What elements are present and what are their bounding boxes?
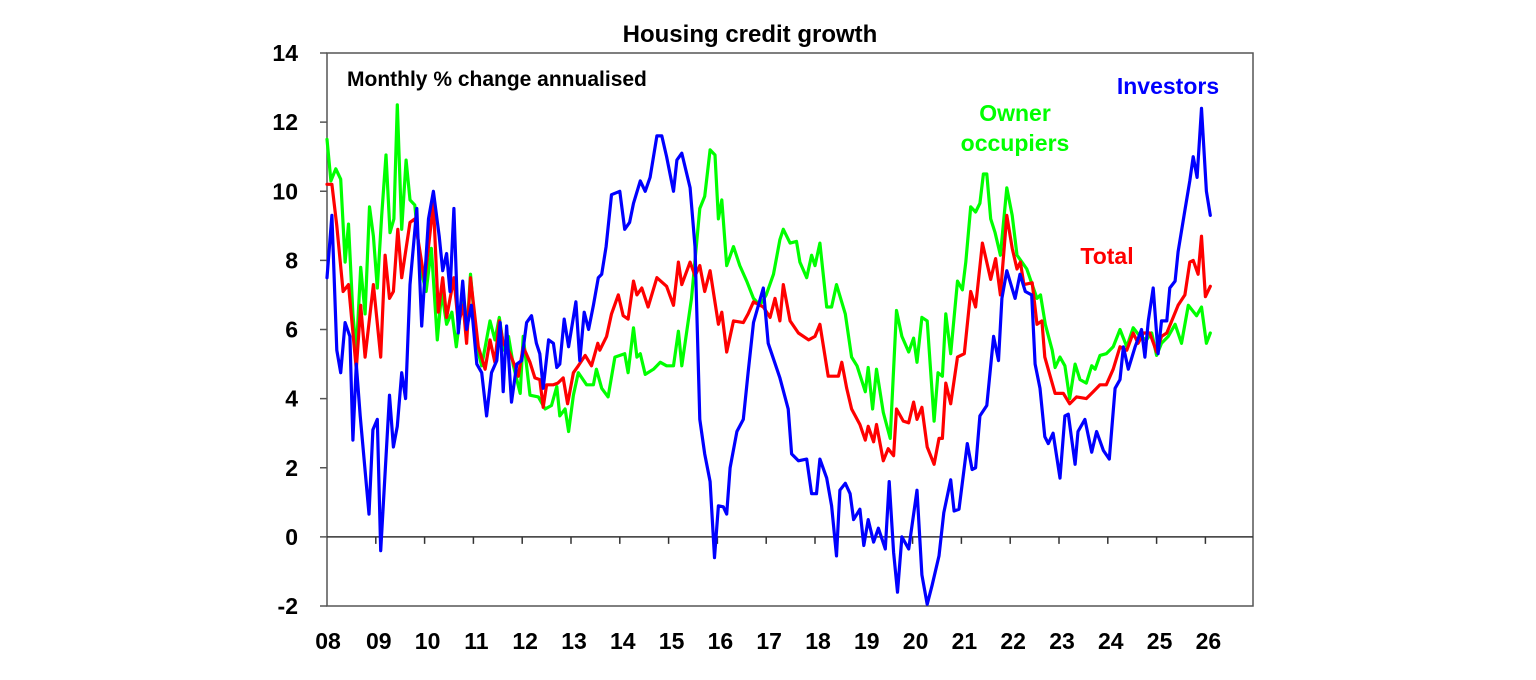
y-axis: -2 0 2 4 6 8 10 12 14 bbox=[272, 40, 327, 619]
x-tick-label: 16 bbox=[708, 628, 734, 654]
x-tick-label: 14 bbox=[610, 628, 636, 654]
series-line-investors bbox=[325, 106, 1212, 606]
x-tick-label: 26 bbox=[1196, 628, 1222, 654]
label-total: Total bbox=[1080, 243, 1133, 269]
x-tick-label: 20 bbox=[903, 628, 929, 654]
x-tick-label: 21 bbox=[952, 628, 978, 654]
y-tick-label: 10 bbox=[272, 178, 298, 204]
x-tick-label: 25 bbox=[1147, 628, 1173, 654]
y-tick-label: 12 bbox=[272, 109, 298, 135]
label-investors: Investors bbox=[1117, 73, 1219, 99]
y-tick-label: 8 bbox=[285, 247, 298, 273]
y-tick-label: 14 bbox=[272, 40, 298, 66]
x-tick-label: 09 bbox=[366, 628, 392, 654]
x-tick-label: 24 bbox=[1098, 628, 1124, 654]
x-tick-label: 10 bbox=[415, 628, 441, 654]
x-tick-label: 11 bbox=[464, 628, 489, 654]
series-line-owner-occupiers bbox=[325, 103, 1212, 440]
x-tick-label: 19 bbox=[854, 628, 880, 654]
chart-subtitle: Monthly % change annualised bbox=[347, 68, 647, 91]
x-tick-label: 23 bbox=[1049, 628, 1075, 654]
label-owner-line2: occupiers bbox=[961, 130, 1070, 156]
y-tick-label: -2 bbox=[278, 593, 298, 619]
x-tick-label: 18 bbox=[805, 628, 831, 654]
x-tick-label: 17 bbox=[756, 628, 782, 654]
y-tick-label: 4 bbox=[285, 386, 298, 412]
x-tick-label: 22 bbox=[1000, 628, 1026, 654]
x-tick-label: 12 bbox=[512, 628, 538, 654]
series-lines bbox=[325, 103, 1212, 606]
y-tick-label: 6 bbox=[285, 317, 298, 343]
chart-title: Housing credit growth bbox=[623, 21, 878, 48]
x-tick-label: 15 bbox=[659, 628, 685, 654]
label-owner-line1: Owner bbox=[979, 100, 1051, 126]
y-tick-label: 2 bbox=[285, 455, 298, 481]
x-tick-label: 08 bbox=[315, 628, 341, 654]
y-tick-label: 0 bbox=[285, 524, 298, 550]
x-axis: 08 09 10 11 12 13 14 15 16 17 18 19 20 21 22 23 24 25 26 bbox=[315, 536, 1222, 654]
x-tick-label: 13 bbox=[561, 628, 587, 654]
